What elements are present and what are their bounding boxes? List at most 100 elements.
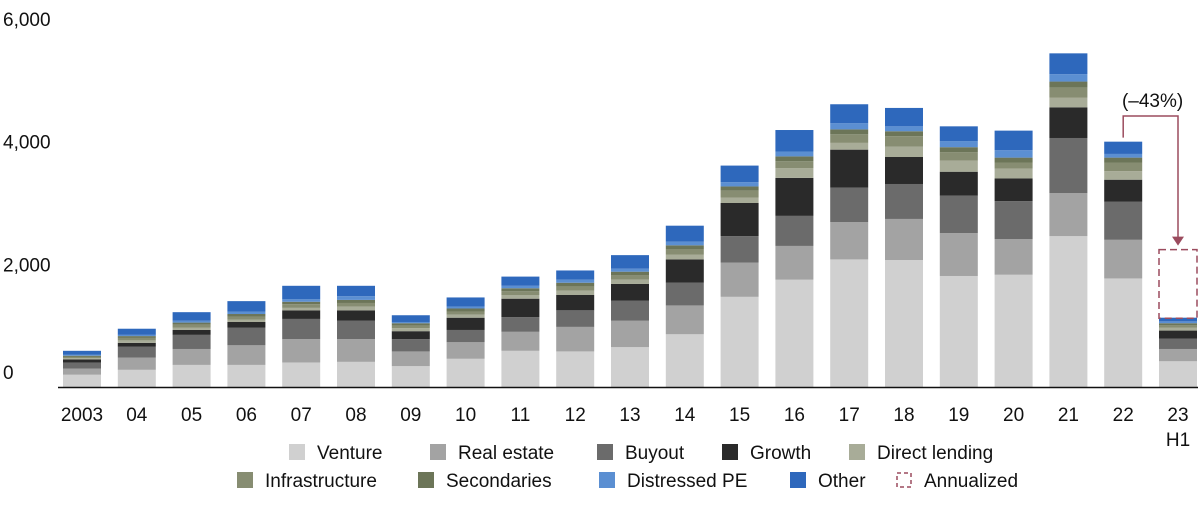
bar-segment-direct-lending xyxy=(282,307,321,311)
bar-segment-infrastructure xyxy=(830,134,869,143)
legend-label: Secondaries xyxy=(446,471,552,492)
bar-segment-venture xyxy=(665,334,704,387)
bar-segment-secondaries xyxy=(1159,323,1197,326)
bar-segment-real-estate xyxy=(775,245,814,280)
bar-segment-infrastructure xyxy=(391,325,430,329)
bar-segment-growth xyxy=(720,203,759,237)
bar-segment-other xyxy=(117,328,156,335)
bar-segment-secondaries xyxy=(1104,157,1143,163)
bar-segment-buyout xyxy=(117,346,156,358)
bar-segment-growth xyxy=(391,331,430,340)
bar-segment-real-estate xyxy=(172,348,211,365)
x-tick-label: 15 xyxy=(729,405,750,426)
bar-stack-10 xyxy=(446,297,485,387)
bar-segment-infrastructure xyxy=(720,190,759,198)
legend: Venture Real estate Buyout Growth Direct len… xyxy=(237,443,1018,492)
legend-label: Venture xyxy=(317,443,383,464)
bar-segment-buyout xyxy=(720,236,759,263)
bar-segment-distressed-pe xyxy=(830,123,869,130)
bar-segment-other xyxy=(337,285,375,297)
bar-segment-real-estate xyxy=(227,345,266,365)
x-tick-label: 20 xyxy=(1003,405,1024,426)
bar-segment-distressed-pe xyxy=(117,334,156,337)
legend-swatch xyxy=(597,444,613,460)
bar-segment-growth xyxy=(501,298,540,318)
bar-stack-16 xyxy=(775,130,814,387)
bar-segment-distressed-pe xyxy=(1049,74,1088,82)
legend-swatch xyxy=(430,444,446,460)
bar-segment-other xyxy=(1159,317,1197,322)
bar-segment-buyout xyxy=(391,339,430,352)
legend-label: Real estate xyxy=(458,443,554,464)
bar-stack-19 xyxy=(939,126,978,387)
bar-segment-venture xyxy=(885,260,923,387)
bar-segment-secondaries xyxy=(282,301,321,305)
bar-segment-infrastructure xyxy=(117,337,156,341)
bar-segment-distressed-pe xyxy=(337,296,375,300)
bar-segment-secondaries xyxy=(885,131,923,137)
bar-segment-venture xyxy=(337,361,375,387)
bar-segment-other xyxy=(775,130,814,152)
change-label: (–43%) xyxy=(1122,91,1183,112)
bar-segment-secondaries xyxy=(1049,81,1088,88)
x-tick-label: 08 xyxy=(345,405,366,426)
bar-segment-buyout xyxy=(446,329,485,343)
bar-segment-other xyxy=(830,104,869,124)
bar-segment-direct-lending xyxy=(63,358,101,360)
bar-segment-other xyxy=(172,312,211,321)
bar-segment-real-estate xyxy=(1049,193,1088,237)
legend-swatch xyxy=(790,472,806,488)
bar-segment-other xyxy=(446,297,485,307)
x-tick-label: 17 xyxy=(839,405,860,426)
bar-segment-other xyxy=(556,270,595,280)
bar-segment-infrastructure xyxy=(1049,87,1088,98)
bar-segment-secondaries xyxy=(939,147,978,153)
legend-label: Direct lending xyxy=(877,443,993,464)
bar-segment-secondaries xyxy=(172,322,211,325)
y-tick-label: 4,000 xyxy=(3,133,51,154)
bar-segment-real-estate xyxy=(720,262,759,297)
bars-group xyxy=(63,53,1197,387)
x-tick-label: 10 xyxy=(455,405,476,426)
y-tick-label: 0 xyxy=(3,363,14,384)
bar-segment-distressed-pe xyxy=(885,126,923,132)
bar-segment-secondaries xyxy=(720,186,759,191)
bar-segment-infrastructure xyxy=(611,275,649,280)
bar-segment-other xyxy=(63,350,101,355)
bar-stack-2003 xyxy=(63,350,101,387)
bar-stack-11 xyxy=(501,276,540,387)
bar-segment-real-estate xyxy=(939,233,978,276)
bar-segment-direct-lending xyxy=(446,314,485,318)
bar-segment-real-estate xyxy=(63,368,101,375)
bar-segment-other xyxy=(939,126,978,142)
x-tick-label: 13 xyxy=(619,405,640,426)
bar-segment-venture xyxy=(1049,236,1088,387)
x-tick-label: 04 xyxy=(126,405,148,426)
bar-segment-direct-lending xyxy=(1104,171,1143,180)
bar-segment-infrastructure xyxy=(227,316,266,320)
bar-segment-distressed-pe xyxy=(282,299,321,302)
x-tick-label: 07 xyxy=(291,405,312,426)
bar-segment-distressed-pe xyxy=(775,151,814,157)
x-tick-label: 23 xyxy=(1167,405,1188,426)
x-tick-label: 06 xyxy=(236,405,257,426)
bar-segment-growth xyxy=(1049,107,1088,138)
x-tick-label: 21 xyxy=(1058,405,1079,426)
bar-segment-direct-lending xyxy=(939,160,978,172)
bar-segment-infrastructure xyxy=(556,286,595,291)
bar-stack-20 xyxy=(994,130,1033,387)
legend-swatch xyxy=(418,472,434,488)
bar-segment-venture xyxy=(994,274,1033,387)
bar-segment-buyout xyxy=(1159,338,1197,349)
bar-segment-real-estate xyxy=(282,339,321,363)
bar-stack-06 xyxy=(227,301,266,387)
bar-segment-direct-lending xyxy=(117,340,156,343)
bar-segment-distressed-pe xyxy=(227,311,266,315)
x-tick-label: 11 xyxy=(511,405,531,426)
bar-segment-infrastructure xyxy=(63,356,101,359)
bar-stack-13 xyxy=(611,255,649,387)
bar-segment-venture xyxy=(556,351,595,387)
legend-label: Other xyxy=(818,471,866,492)
bar-segment-venture xyxy=(1104,278,1143,387)
